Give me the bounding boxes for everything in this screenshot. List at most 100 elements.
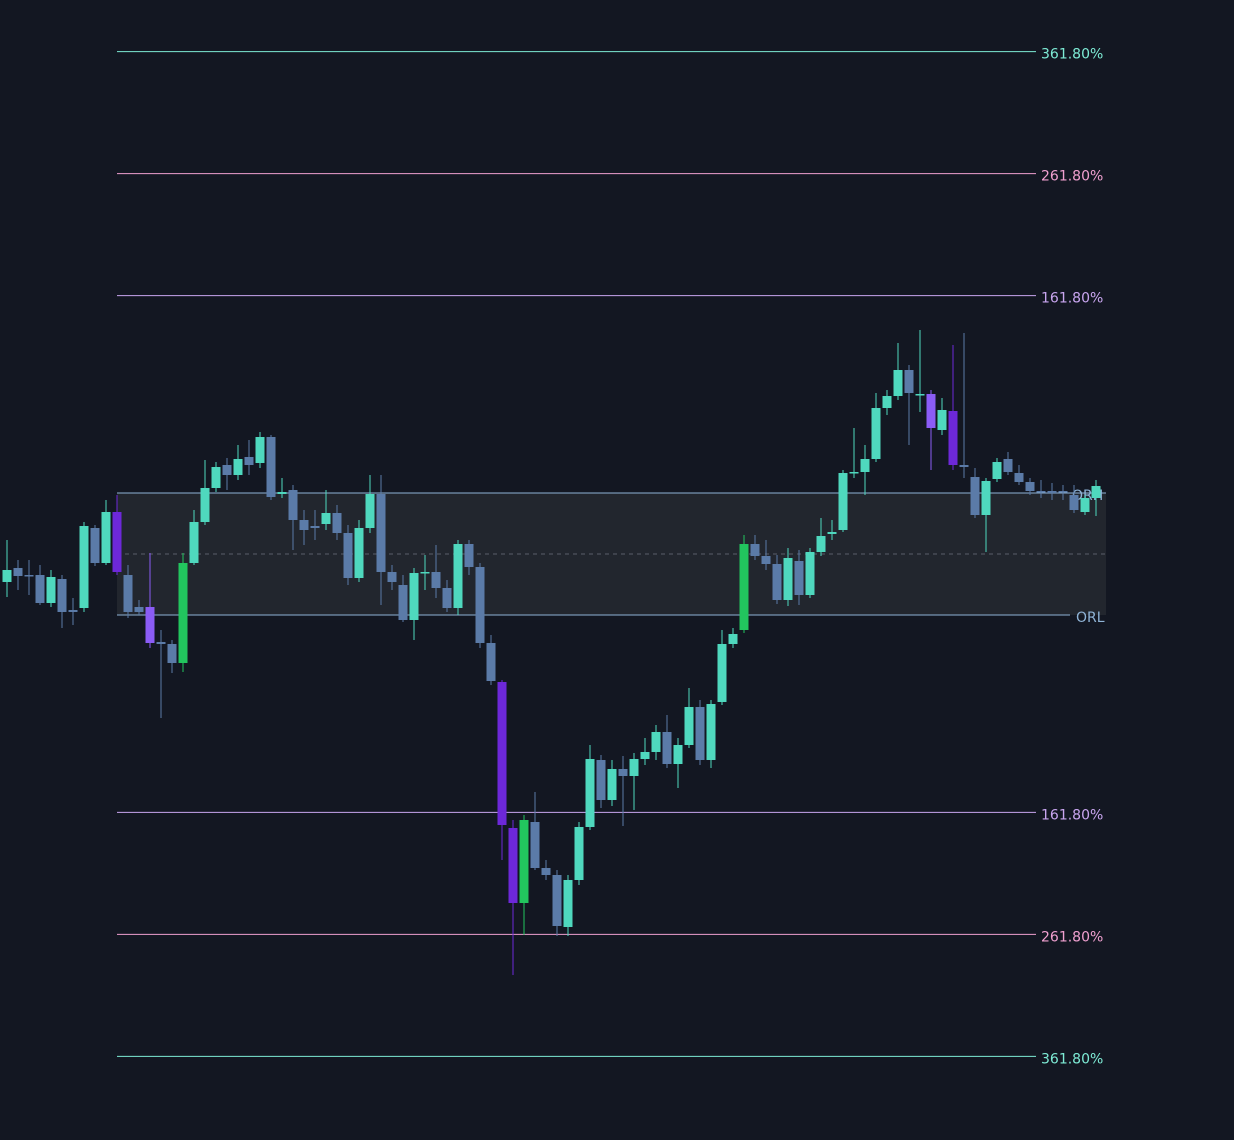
candle-body: [1025, 482, 1035, 491]
candle-body: [332, 513, 342, 533]
candle-body: [233, 459, 243, 475]
candle-body: [90, 528, 100, 563]
candle-body: [992, 462, 1002, 479]
candle-body: [354, 528, 364, 578]
candle-body: [255, 437, 265, 463]
candle-body: [420, 572, 430, 574]
candle-body: [35, 575, 45, 603]
candle-body: [2, 570, 12, 582]
candle-body: [706, 704, 716, 760]
extension-label: 261.80%: [1041, 929, 1103, 945]
candle-body: [376, 494, 386, 572]
candle-body: [123, 575, 133, 612]
candle-body: [211, 467, 221, 488]
candle-body: [684, 707, 694, 745]
candle-body: [1058, 491, 1068, 493]
candle-body: [981, 481, 991, 515]
candle-body: [860, 459, 870, 472]
candle-body: [948, 411, 958, 465]
candle-body: [519, 820, 529, 903]
candle-body: [816, 536, 826, 552]
candle-body: [24, 575, 34, 577]
candle-body: [453, 544, 463, 608]
candle-body: [926, 394, 936, 428]
candle-body: [915, 394, 925, 396]
candle-body: [112, 512, 122, 572]
candle-body: [596, 760, 606, 800]
candle-body: [145, 607, 155, 643]
candle-body: [838, 473, 848, 530]
candle-body: [46, 577, 56, 603]
candle-body: [13, 568, 23, 576]
candle-body: [497, 682, 507, 825]
candle-body: [882, 396, 892, 408]
candle-body: [530, 822, 540, 868]
candle-body: [651, 732, 661, 752]
candle-body: [574, 827, 584, 880]
candle-body: [299, 520, 309, 530]
extension-label: 261.80%: [1041, 169, 1103, 185]
candle-body: [629, 759, 639, 776]
candle-body: [200, 488, 210, 522]
candle-body: [717, 644, 727, 702]
candle-body: [585, 759, 595, 827]
candle-body: [68, 610, 78, 612]
candle-body: [57, 579, 67, 612]
candle-body: [222, 465, 232, 475]
candle-body: [640, 752, 650, 759]
candle-body: [310, 526, 320, 528]
candle-body: [541, 868, 551, 875]
candle-body: [794, 561, 804, 595]
candle-body: [398, 585, 408, 620]
candle-body: [387, 572, 397, 582]
candle-body: [277, 492, 287, 494]
candle-body: [365, 494, 375, 528]
candle-body: [1014, 473, 1024, 482]
candle-body: [662, 732, 672, 764]
candle-body: [288, 490, 298, 520]
candle-body: [552, 875, 562, 926]
candle-body: [563, 880, 573, 927]
extension-label: 361.80%: [1041, 47, 1103, 63]
candle-body: [1091, 486, 1101, 498]
candle-body: [1047, 491, 1057, 493]
candle-body: [189, 522, 199, 563]
candle-body: [101, 512, 111, 563]
candle-body: [970, 477, 980, 515]
orl-label: ORL: [1076, 610, 1105, 626]
candle-body: [1069, 495, 1079, 510]
candle-body: [827, 532, 837, 534]
candle-body: [508, 828, 518, 903]
candle-body: [431, 572, 441, 588]
extension-label: 361.80%: [1041, 1051, 1103, 1067]
candle-body: [343, 533, 353, 578]
candle-body: [904, 370, 914, 393]
candle-body: [134, 607, 144, 612]
candle-body: [959, 465, 969, 467]
candle-body: [464, 544, 474, 567]
candle-body: [937, 410, 947, 430]
candle-body: [442, 588, 452, 608]
candle-body: [761, 556, 771, 564]
extension-label: 161.80%: [1041, 807, 1103, 823]
candle-body: [475, 567, 485, 643]
candle-body: [266, 437, 276, 497]
candle-body: [750, 544, 760, 556]
candle-body: [618, 769, 628, 776]
candle-body: [156, 642, 166, 644]
candle-body: [783, 558, 793, 600]
candle-body: [849, 472, 859, 474]
candle-body: [893, 370, 903, 396]
candle-body: [1036, 491, 1046, 493]
candle-body: [79, 526, 89, 608]
candle-body: [673, 745, 683, 764]
candle-body: [409, 573, 419, 620]
candle-body: [607, 769, 617, 800]
candle-body: [167, 644, 177, 663]
extension-label: 161.80%: [1041, 291, 1103, 307]
candle-body: [321, 513, 331, 524]
candle-body: [871, 408, 881, 459]
candle-body: [1080, 498, 1090, 512]
candle-body: [486, 643, 496, 681]
